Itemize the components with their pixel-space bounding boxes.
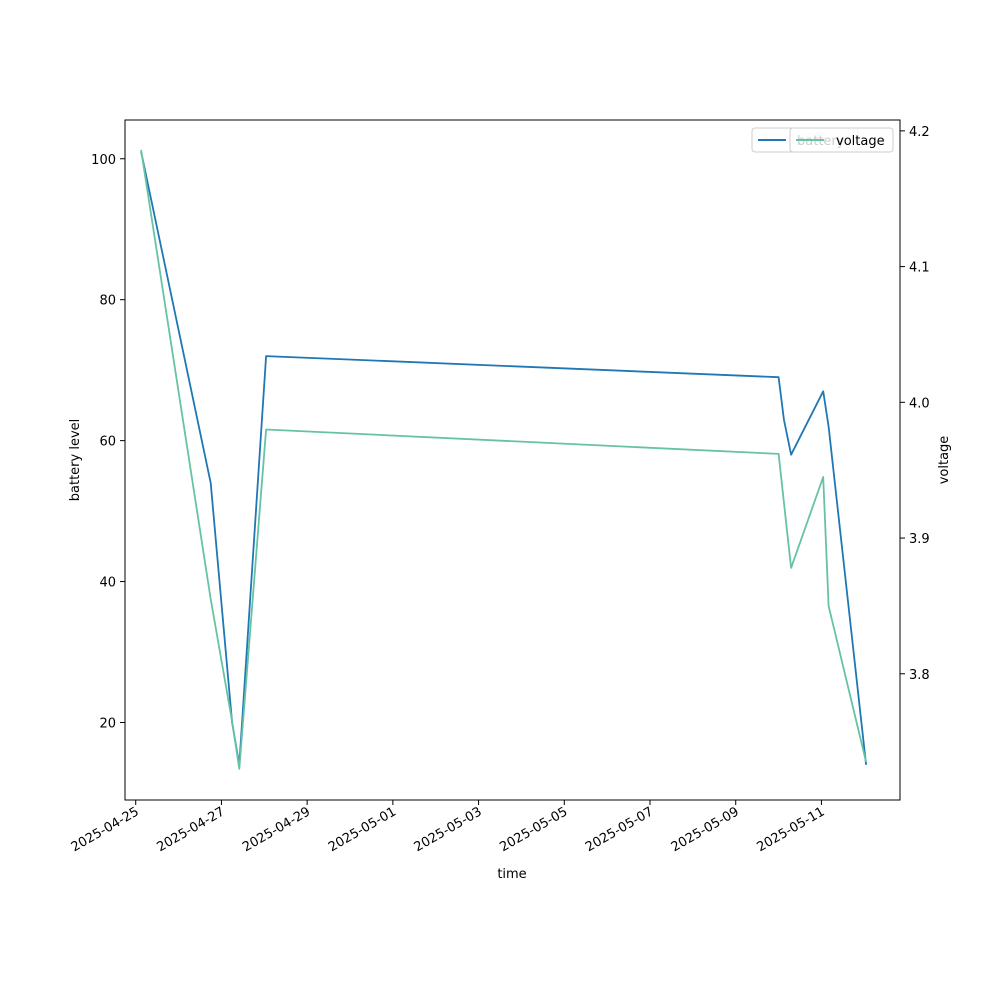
- y-left-tick-label: 40: [99, 576, 116, 591]
- y-right-tick-label: 3.9: [909, 532, 930, 547]
- y-right-tick-label: 3.8: [909, 668, 930, 683]
- series-line-battery: [140, 151, 867, 766]
- series-line-voltage: [140, 149, 867, 770]
- y-right-tick-label: 4.1: [909, 261, 930, 276]
- plot-area: [140, 149, 867, 770]
- y-right-tick-label: 4.0: [909, 396, 930, 411]
- legend-voltage: voltage: [789, 127, 894, 153]
- y-left-tick-label: 20: [99, 716, 116, 731]
- plot-frame: [124, 119, 901, 801]
- y-left-tick-label: 60: [99, 435, 116, 450]
- y-left-tick-label: 80: [99, 294, 116, 309]
- legend-voltage-label: voltage: [836, 134, 885, 149]
- y-axis-left: 20 40 60 80 100: [91, 153, 125, 731]
- y-right-tick-label: 4.2: [909, 125, 930, 140]
- y-axis-left-label: battery level: [68, 419, 83, 502]
- x-axis-label: time: [497, 867, 526, 882]
- legend-voltage-frame: [789, 127, 894, 153]
- y-left-tick-label: 100: [91, 153, 116, 168]
- y-axis-right: 3.8 3.9 4.0 4.1 4.2: [900, 125, 930, 683]
- y-axis-right-label: voltage: [937, 436, 952, 485]
